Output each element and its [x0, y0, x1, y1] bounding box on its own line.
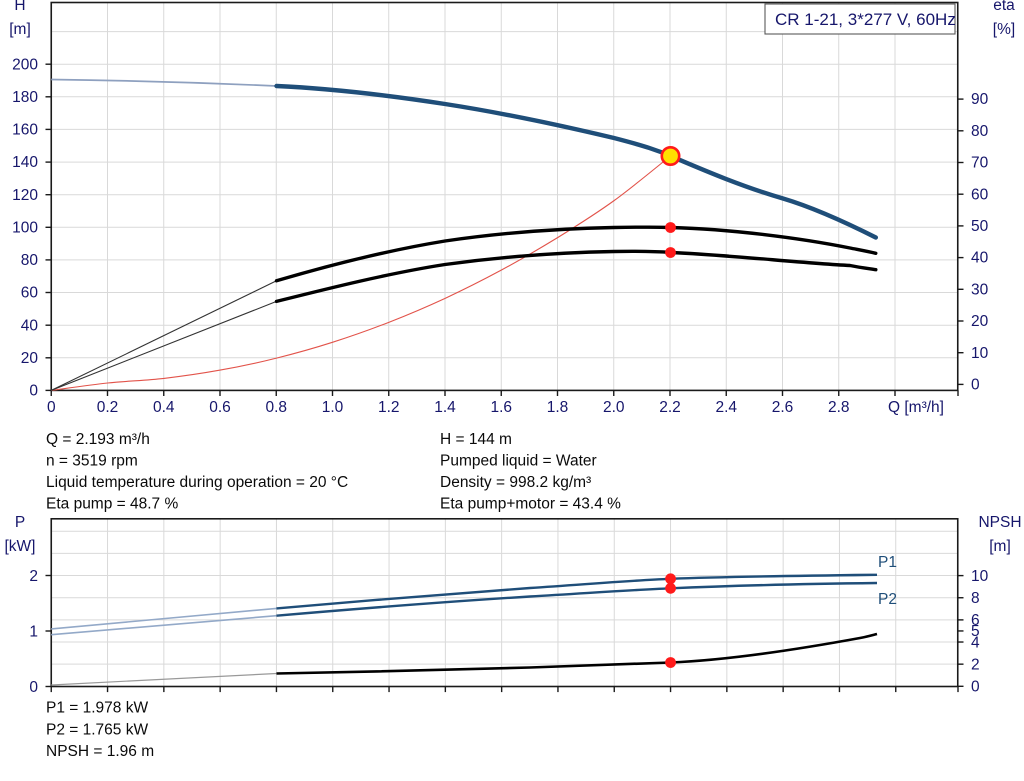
svg-text:50: 50: [971, 218, 989, 235]
svg-text:6: 6: [971, 612, 980, 629]
svg-text:1: 1: [29, 623, 38, 640]
svg-text:0.2: 0.2: [97, 399, 119, 416]
svg-text:20: 20: [971, 313, 989, 330]
svg-text:30: 30: [971, 281, 989, 298]
svg-text:1.2: 1.2: [378, 399, 400, 416]
svg-text:P1: P1: [878, 554, 897, 571]
svg-text:2.6: 2.6: [772, 399, 794, 416]
svg-text:Eta pump = 48.7 %: Eta pump = 48.7 %: [46, 496, 178, 513]
svg-text:Liquid temperature during oper: Liquid temperature during operation = 20…: [46, 474, 348, 491]
svg-text:NPSH = 1.96 m: NPSH = 1.96 m: [46, 743, 154, 760]
svg-text:[m]: [m]: [9, 21, 31, 38]
svg-text:160: 160: [12, 122, 38, 139]
svg-text:0: 0: [971, 377, 980, 394]
svg-text:CR 1-21, 3*277 V, 60Hz: CR 1-21, 3*277 V, 60Hz: [775, 10, 956, 29]
svg-text:100: 100: [12, 219, 38, 236]
svg-text:Eta pump+motor = 43.4 %: Eta pump+motor = 43.4 %: [440, 496, 621, 513]
svg-text:60: 60: [21, 285, 39, 302]
svg-text:140: 140: [12, 154, 38, 171]
svg-text:2.4: 2.4: [715, 399, 737, 416]
svg-text:40: 40: [21, 317, 39, 334]
svg-text:2.2: 2.2: [659, 399, 681, 416]
svg-text:P1 = 1.978 kW: P1 = 1.978 kW: [46, 700, 148, 717]
svg-text:0: 0: [29, 383, 38, 400]
svg-text:0: 0: [971, 679, 980, 696]
svg-text:1.0: 1.0: [322, 399, 344, 416]
svg-text:Q [m³/h]: Q [m³/h]: [888, 399, 944, 416]
svg-text:70: 70: [971, 155, 989, 172]
svg-text:Density = 998.2 kg/m³: Density = 998.2 kg/m³: [440, 474, 591, 491]
svg-text:2.8: 2.8: [828, 399, 850, 416]
svg-text:0.8: 0.8: [265, 399, 287, 416]
svg-text:90: 90: [971, 91, 989, 108]
svg-text:60: 60: [971, 186, 989, 203]
svg-text:P2 = 1.765 kW: P2 = 1.765 kW: [46, 722, 148, 739]
svg-text:[kW]: [kW]: [5, 538, 36, 555]
svg-text:1.4: 1.4: [434, 399, 456, 416]
svg-text:0.6: 0.6: [209, 399, 231, 416]
svg-text:0: 0: [29, 679, 38, 696]
svg-text:[%]: [%]: [993, 21, 1015, 38]
svg-text:1.6: 1.6: [490, 399, 512, 416]
svg-text:120: 120: [12, 187, 38, 204]
svg-text:40: 40: [971, 250, 989, 267]
svg-text:10: 10: [971, 568, 989, 585]
svg-text:80: 80: [21, 252, 39, 269]
svg-text:[m]: [m]: [989, 538, 1011, 555]
svg-text:0.4: 0.4: [153, 399, 175, 416]
svg-text:2: 2: [971, 656, 980, 673]
svg-text:180: 180: [12, 89, 38, 106]
svg-text:P2: P2: [878, 591, 897, 608]
svg-text:2: 2: [29, 568, 38, 585]
svg-text:eta: eta: [993, 0, 1015, 14]
svg-text:H: H: [14, 0, 25, 14]
svg-text:NPSH: NPSH: [978, 514, 1021, 531]
svg-text:8: 8: [971, 590, 980, 607]
svg-text:2.0: 2.0: [603, 399, 625, 416]
svg-text:20: 20: [21, 350, 39, 367]
svg-text:1.8: 1.8: [547, 399, 569, 416]
svg-text:H = 144 m: H = 144 m: [440, 431, 512, 448]
svg-text:10: 10: [971, 345, 989, 362]
svg-text:P: P: [15, 514, 25, 531]
svg-text:0: 0: [47, 399, 56, 416]
svg-text:80: 80: [971, 123, 989, 140]
svg-text:200: 200: [12, 56, 38, 73]
svg-text:Q = 2.193 m³/h: Q = 2.193 m³/h: [46, 431, 150, 448]
svg-text:Pumped liquid = Water: Pumped liquid = Water: [440, 453, 597, 470]
svg-text:n = 3519 rpm: n = 3519 rpm: [46, 453, 138, 470]
